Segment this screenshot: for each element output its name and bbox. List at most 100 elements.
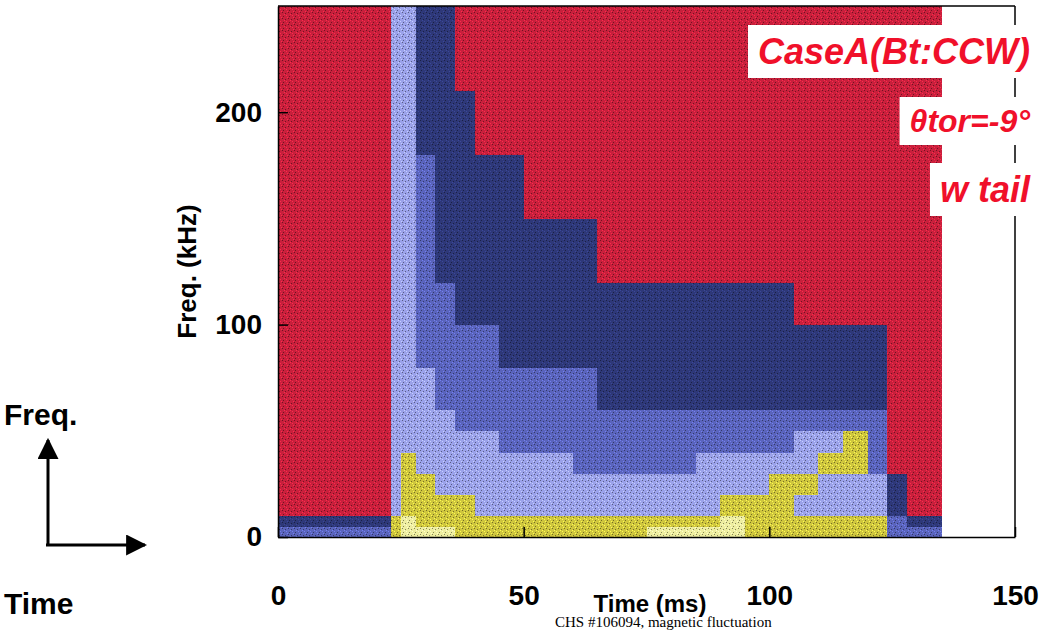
cell xyxy=(499,282,524,325)
y-tick-mark xyxy=(278,112,288,114)
cell xyxy=(794,473,819,495)
cell xyxy=(475,155,500,219)
cell xyxy=(548,325,573,368)
cell xyxy=(573,218,598,282)
cell xyxy=(597,452,622,474)
cell xyxy=(769,282,794,325)
cell xyxy=(647,495,672,517)
cell xyxy=(720,6,745,91)
cell xyxy=(524,282,549,325)
cell xyxy=(622,410,647,432)
cell xyxy=(868,495,888,517)
cell xyxy=(376,410,391,432)
cell xyxy=(647,6,672,91)
cell xyxy=(671,282,696,325)
cell xyxy=(769,325,794,368)
cell xyxy=(548,495,573,517)
cell xyxy=(597,6,622,91)
cell xyxy=(868,155,888,219)
cell xyxy=(416,452,436,474)
cell xyxy=(720,495,745,517)
cell xyxy=(435,526,455,537)
cell xyxy=(745,431,770,453)
cell xyxy=(524,452,549,474)
cell xyxy=(843,473,868,495)
cell xyxy=(548,410,573,432)
cell xyxy=(376,367,391,410)
cell xyxy=(696,218,721,282)
cell xyxy=(868,410,888,432)
x-axis-line xyxy=(279,537,1016,539)
cell xyxy=(401,526,416,537)
cell xyxy=(475,526,500,537)
cell xyxy=(696,495,721,517)
annotation-text: CaseA(Bt:CCW) xyxy=(758,31,1030,72)
cell xyxy=(868,367,888,410)
cell xyxy=(745,495,770,517)
cell xyxy=(416,325,436,368)
cell xyxy=(622,431,647,453)
cell xyxy=(843,526,868,537)
cell xyxy=(499,526,524,537)
cell xyxy=(435,155,455,219)
cell xyxy=(818,526,843,537)
cell xyxy=(391,516,401,527)
cell xyxy=(597,410,622,432)
cell xyxy=(818,410,843,432)
cell xyxy=(622,367,647,410)
cell xyxy=(868,516,888,527)
cell xyxy=(401,218,416,282)
cell xyxy=(907,431,942,453)
cell xyxy=(622,91,647,155)
cell xyxy=(907,218,942,282)
cell xyxy=(769,526,794,537)
cell xyxy=(416,155,436,219)
cell xyxy=(455,6,475,91)
cell xyxy=(475,452,500,474)
cell xyxy=(455,452,475,474)
cell xyxy=(455,218,475,282)
cell xyxy=(818,282,843,325)
arrow-horizontal xyxy=(46,544,145,547)
cell xyxy=(622,452,647,474)
annotation-background xyxy=(900,97,1037,145)
cell xyxy=(475,6,500,91)
cell xyxy=(573,410,598,432)
cell xyxy=(499,473,524,495)
cell xyxy=(278,495,328,517)
cell xyxy=(435,431,455,453)
cell xyxy=(327,155,377,219)
cell xyxy=(327,473,377,495)
cell xyxy=(720,325,745,368)
cell xyxy=(475,495,500,517)
cell xyxy=(401,473,416,495)
cell xyxy=(671,218,696,282)
cell xyxy=(868,526,888,537)
cell xyxy=(327,91,377,155)
cell xyxy=(435,6,455,91)
cell xyxy=(794,325,819,368)
cell xyxy=(278,218,328,282)
cell xyxy=(887,516,907,527)
cell xyxy=(499,410,524,432)
cell xyxy=(671,410,696,432)
cell xyxy=(794,91,819,155)
cell xyxy=(647,473,672,495)
cell xyxy=(696,410,721,432)
cell xyxy=(671,6,696,91)
cell xyxy=(818,91,843,155)
cell xyxy=(435,495,455,517)
cell xyxy=(671,452,696,474)
cell xyxy=(622,282,647,325)
cell xyxy=(416,516,436,527)
y-tick-mark xyxy=(278,324,288,326)
annotation: w tail xyxy=(930,163,1037,216)
cell xyxy=(401,155,416,219)
cell xyxy=(745,410,770,432)
cell xyxy=(573,367,598,410)
x-tick-label: 150 xyxy=(992,580,1039,611)
cell xyxy=(887,526,907,537)
cell xyxy=(647,410,672,432)
cell xyxy=(597,431,622,453)
cell xyxy=(647,452,672,474)
